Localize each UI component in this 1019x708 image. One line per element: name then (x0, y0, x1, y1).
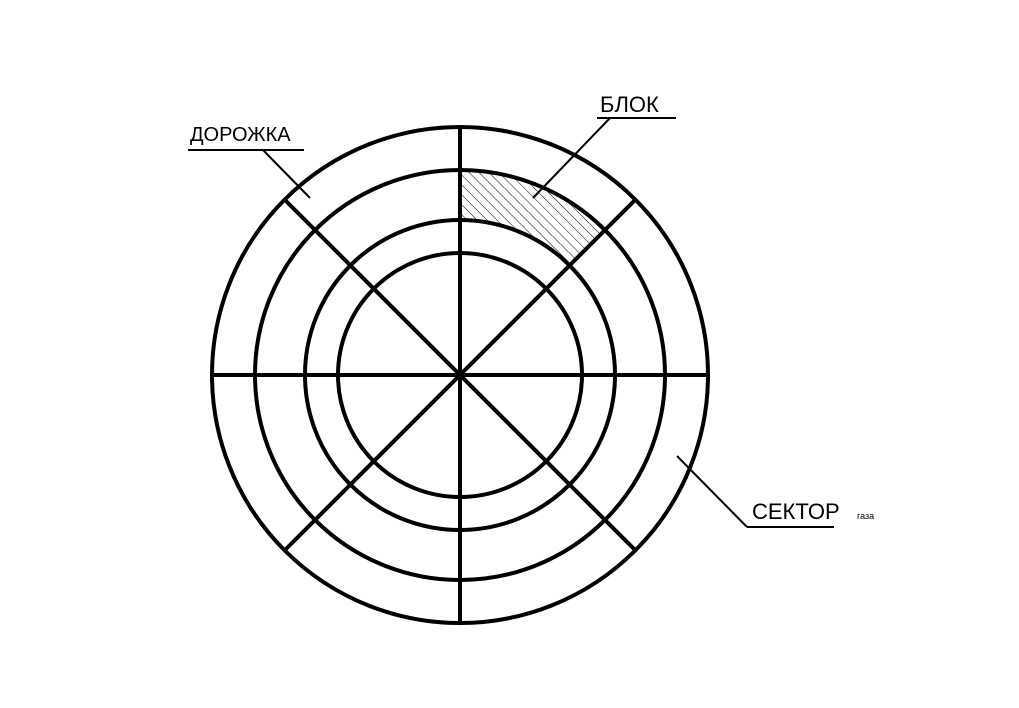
sector-leader-line (676, 455, 748, 528)
sector-line-diagonal-2 (283, 198, 637, 552)
highlighted-block (460, 170, 605, 266)
sector-label: СЕКТОР (752, 499, 840, 524)
track-leader-line (262, 149, 311, 199)
sector-label-suffix: газа (857, 511, 874, 521)
block-leader-line (532, 117, 611, 199)
block-label: БЛОК (600, 92, 659, 117)
track-label: ДОРОЖКА (190, 124, 291, 146)
